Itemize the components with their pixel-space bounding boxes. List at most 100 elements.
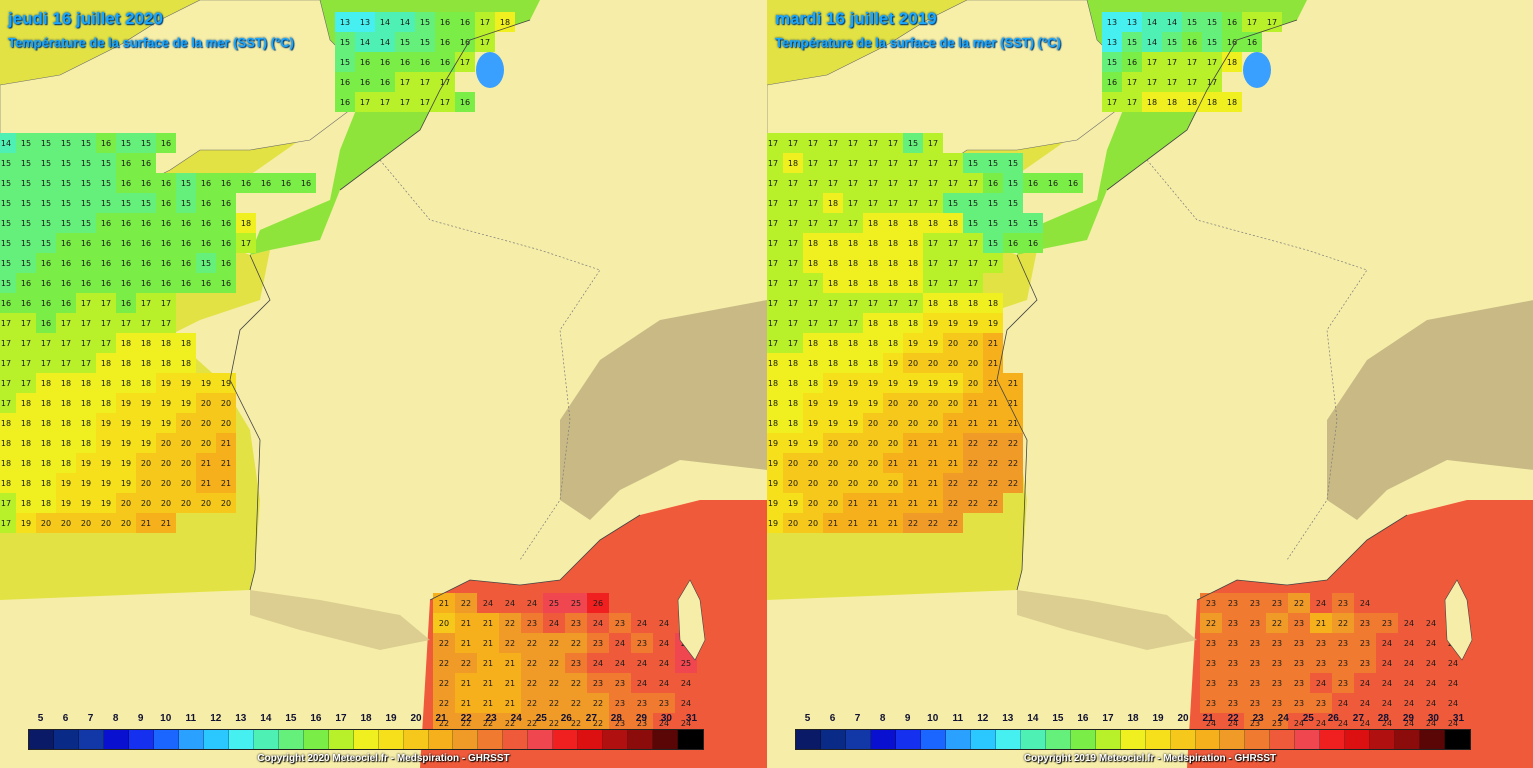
mediterranean-sst-value: 24 (681, 699, 691, 708)
atlantic-sst-cell (116, 153, 136, 173)
mediterranean-sst-cell (1332, 613, 1354, 633)
atlantic-sst-value: 19 (141, 399, 151, 408)
atlantic-sst-value: 17 (141, 299, 151, 308)
atlantic-sst-value: 19 (808, 439, 818, 448)
atlantic-sst-cell (883, 173, 903, 193)
channel-sst-cell (435, 32, 455, 52)
atlantic-sst-cell (36, 133, 56, 153)
atlantic-sst-cell (36, 413, 56, 433)
channel-sea (250, 0, 540, 255)
channel-sst-value: 17 (1167, 78, 1177, 87)
legend-swatch (353, 730, 379, 749)
atlantic-sst-cell (96, 393, 116, 413)
atlantic-sst-value: 20 (848, 479, 858, 488)
mediterranean-sst-value: 21 (483, 639, 493, 648)
atlantic-sst-value: 17 (1, 319, 11, 328)
atlantic-sst-value: 15 (141, 199, 151, 208)
atlantic-sst-cell (767, 433, 783, 453)
atlantic-sst-cell (963, 153, 983, 173)
mediterranean-sst-value: 24 (615, 639, 625, 648)
legend-value: 11 (952, 713, 964, 724)
mediterranean-sst-value: 20 (439, 619, 449, 628)
atlantic-sst-value: 20 (201, 499, 211, 508)
channel-sst-value: 15 (1207, 18, 1217, 27)
atlantic-sst-value: 17 (848, 199, 858, 208)
mediterranean-sst-cell (1376, 693, 1398, 713)
atlantic-sst-cell (923, 153, 943, 173)
atlantic-sst-cell (56, 333, 76, 353)
atlantic-sst-cell (767, 273, 783, 293)
atlantic-sst-value: 15 (61, 199, 71, 208)
mediterranean-sst-value: 23 (1294, 659, 1304, 668)
atlantic-sst-cell (156, 313, 176, 333)
mediterranean-sst-value: 23 (1228, 679, 1238, 688)
atlantic-sst-cell (823, 433, 843, 453)
atlantic-sst-cell (16, 333, 36, 353)
atlantic-sst-value: 17 (161, 299, 171, 308)
mediterranean-sst-cell (1442, 693, 1464, 713)
mediterranean-sst-value: 22 (527, 699, 537, 708)
atlantic-sst-value: 18 (868, 359, 878, 368)
mediterranean-sst-value: 21 (505, 659, 515, 668)
atlantic-sst-cell (176, 253, 196, 273)
mediterranean-sst-cell (521, 633, 543, 653)
atlantic-sst-value: 21 (221, 459, 231, 468)
atlantic-sst-value: 18 (868, 279, 878, 288)
atlantic-sst-value: 22 (928, 519, 938, 528)
atlantic-sst-cell (767, 413, 783, 433)
channel-sst-cell (1142, 72, 1162, 92)
atlantic-sst-cell (883, 333, 903, 353)
atlantic-sst-cell (963, 273, 983, 293)
mediterranean-sst-cell (565, 693, 587, 713)
mediterranean-sst-cell (1288, 693, 1310, 713)
atlantic-sst-cell (96, 133, 116, 153)
atlantic-sst-value: 17 (828, 219, 838, 228)
mediterranean-sst-cell (1310, 613, 1332, 633)
atlantic-sst-cell (1003, 213, 1023, 233)
atlantic-sst-cell (136, 133, 156, 153)
channel-sst-value: 16 (440, 58, 450, 67)
atlantic-sst-cell (36, 373, 56, 393)
atlantic-sst-cell (216, 453, 236, 473)
mediterranean-sst-value: 23 (659, 699, 669, 708)
atlantic-sst-cell (76, 233, 96, 253)
atlantic-sst-value: 20 (868, 439, 878, 448)
atlantic-sst-cell (803, 373, 823, 393)
legend-value: 9 (137, 713, 144, 724)
atlantic-sst-cell (767, 353, 783, 373)
atlantic-sst-cell (767, 373, 783, 393)
atlantic-sst-cell (156, 493, 176, 513)
mediterranean-sst-value: 22 (505, 619, 515, 628)
mediterranean-sst-cell (609, 653, 631, 673)
atlantic-sst-cell (963, 293, 983, 313)
atlantic-sst-cell (136, 513, 156, 533)
mediterranean-sst-cell (653, 653, 675, 673)
atlantic-sst-cell (963, 353, 983, 373)
mediterranean-sst-value: 21 (461, 699, 471, 708)
atlantic-sst-cell (156, 413, 176, 433)
atlantic-sst-cell (0, 373, 16, 393)
atlantic-sst-cell (983, 233, 1003, 253)
legend-value: 25 (535, 713, 547, 724)
atlantic-sst-value: 15 (21, 179, 31, 188)
atlantic-sst-value: 17 (928, 139, 938, 148)
atlantic-sst-value: 16 (141, 259, 151, 268)
atlantic-sst-cell (767, 213, 783, 233)
atlantic-sst-value: 19 (808, 399, 818, 408)
atlantic-sst-cell (783, 433, 803, 453)
atlantic-sst-value: 17 (828, 159, 838, 168)
mediterranean-sst-value: 23 (1228, 699, 1238, 708)
atlantic-sst-cell (963, 413, 983, 433)
channel-sst-cell (475, 12, 495, 32)
atlantic-sst-cell (76, 313, 96, 333)
mediterranean-sst-value: 23 (1228, 599, 1238, 608)
mediterranean-sst-cell (653, 673, 675, 693)
mediterranean-sst-value: 24 (1316, 679, 1326, 688)
atlantic-sst-value: 21 (928, 459, 938, 468)
mediterranean-sst-value: 21 (505, 679, 515, 688)
mediterranean-sst-value: 24 (1404, 679, 1414, 688)
mediterranean-sst-value: 23 (1316, 699, 1326, 708)
mediterranean-sst-cell (609, 693, 631, 713)
atlantic-sst-cell (1003, 413, 1023, 433)
atlantic-sst-value: 17 (808, 199, 818, 208)
